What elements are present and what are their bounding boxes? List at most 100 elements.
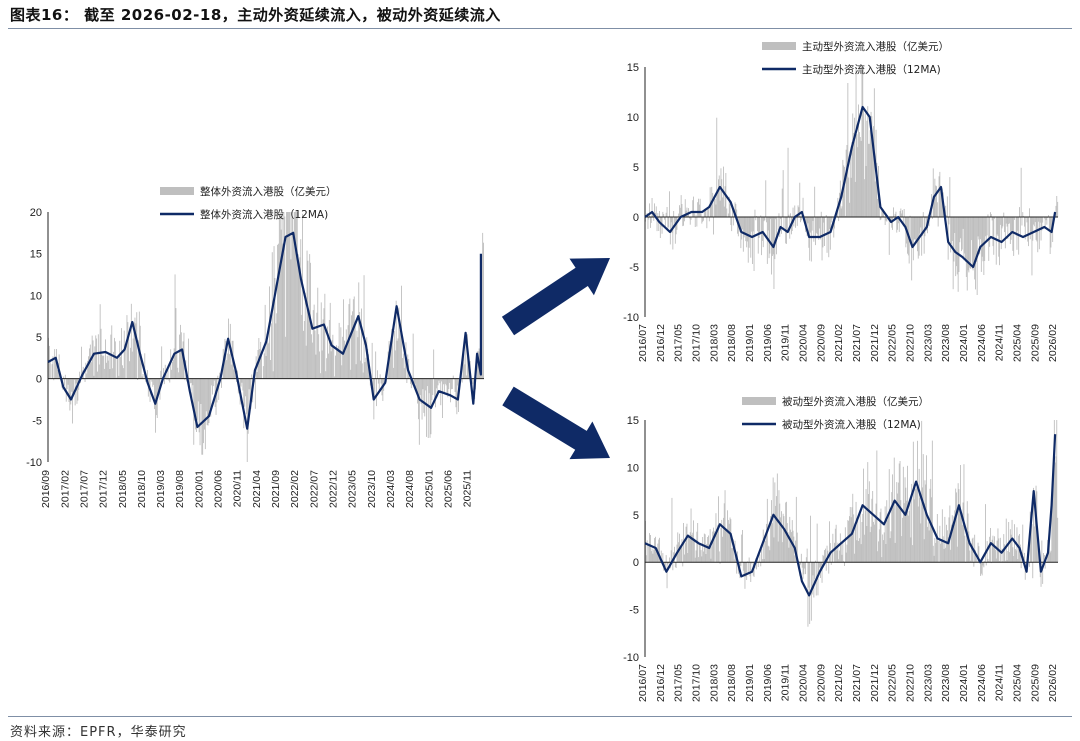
flow-bar bbox=[415, 378, 417, 389]
flow-bar bbox=[51, 364, 53, 379]
flow-bar bbox=[878, 541, 879, 563]
flow-bar bbox=[759, 554, 761, 563]
flow-bar bbox=[855, 67, 857, 217]
flow-bar bbox=[922, 212, 924, 217]
flow-bar bbox=[188, 338, 189, 379]
flow-bar bbox=[392, 329, 394, 379]
flow-bar bbox=[701, 556, 703, 563]
flow-bar bbox=[837, 542, 839, 563]
flow-bar bbox=[281, 212, 283, 379]
flow-bar bbox=[679, 205, 680, 217]
flow-bar bbox=[781, 542, 783, 563]
flow-bar bbox=[704, 534, 706, 563]
flow-bar bbox=[770, 516, 772, 563]
flow-bar bbox=[1033, 217, 1035, 227]
flow-bar bbox=[961, 517, 962, 563]
flow-bar bbox=[265, 356, 267, 379]
flow-bar bbox=[952, 528, 954, 563]
flow-bar bbox=[912, 441, 914, 563]
flow-bar bbox=[344, 340, 345, 379]
flow-bar bbox=[728, 196, 730, 217]
flow-bar bbox=[989, 536, 991, 563]
flow-bar bbox=[267, 341, 269, 379]
flow-bar bbox=[951, 217, 952, 244]
flow-bar bbox=[772, 477, 774, 563]
flow-bar bbox=[1031, 217, 1033, 276]
flow-bar bbox=[861, 67, 863, 217]
flow-bar bbox=[1021, 217, 1023, 226]
flow-bar bbox=[719, 200, 721, 217]
flow-bar bbox=[816, 217, 818, 235]
flow-bar bbox=[347, 325, 349, 379]
flow-bar bbox=[649, 203, 650, 217]
flow-bar bbox=[708, 545, 710, 563]
flow-bar bbox=[465, 343, 467, 379]
flow-bar bbox=[894, 213, 896, 217]
flow-bar bbox=[889, 538, 891, 563]
flow-bar bbox=[71, 378, 73, 392]
x-tick-label: 2021/04 bbox=[251, 470, 263, 508]
flow-bar bbox=[787, 147, 789, 217]
flow-bar bbox=[686, 207, 688, 217]
flow-bar bbox=[718, 179, 719, 217]
flow-bar bbox=[848, 520, 850, 563]
flow-bar bbox=[1036, 217, 1038, 242]
x-tick-label: 2017/07 bbox=[78, 470, 90, 508]
flow-bar bbox=[853, 514, 855, 563]
flow-bar bbox=[908, 510, 910, 563]
flow-bar bbox=[674, 217, 675, 224]
flow-bar bbox=[1039, 217, 1041, 223]
flow-bar bbox=[1007, 551, 1009, 563]
flow-bar bbox=[774, 482, 776, 563]
flow-bar bbox=[997, 217, 999, 236]
flow-bar bbox=[287, 212, 289, 379]
flow-bar bbox=[686, 523, 688, 563]
flow-bar bbox=[892, 474, 893, 563]
flow-bar bbox=[860, 140, 862, 217]
flow-bar bbox=[722, 536, 723, 563]
x-tick-label: 2023/03 bbox=[922, 664, 934, 702]
flow-bar bbox=[828, 217, 830, 258]
flow-bar bbox=[786, 523, 788, 563]
flow-bar bbox=[1022, 212, 1024, 217]
flow-bar bbox=[127, 322, 129, 379]
flow-bar bbox=[172, 359, 174, 379]
flow-bar bbox=[84, 378, 86, 382]
flow-bar bbox=[335, 355, 336, 379]
flow-bar bbox=[1009, 552, 1010, 563]
flow-bar bbox=[815, 217, 816, 246]
flow-bar bbox=[795, 496, 797, 563]
flow-bar bbox=[939, 525, 941, 563]
flow-bar bbox=[793, 536, 795, 563]
flow-bar bbox=[833, 217, 835, 238]
flow-bar bbox=[441, 378, 443, 382]
flow-bar bbox=[830, 217, 832, 223]
flow-bar bbox=[925, 217, 927, 219]
x-tick-label: 2021/12 bbox=[869, 664, 881, 702]
flow-bar bbox=[805, 562, 806, 575]
x-tick-label: 2019/06 bbox=[762, 324, 774, 362]
flow-bar bbox=[175, 308, 177, 379]
flow-bar bbox=[703, 217, 704, 221]
flow-bar bbox=[975, 550, 976, 563]
flow-bar bbox=[438, 378, 440, 381]
flow-bar bbox=[989, 217, 991, 247]
flow-bar bbox=[1014, 549, 1016, 563]
flow-bar bbox=[893, 500, 894, 563]
flow-bar bbox=[93, 375, 95, 379]
flow-bar bbox=[425, 378, 427, 391]
flow-bar bbox=[739, 217, 741, 232]
flow-bar bbox=[262, 366, 264, 379]
figure-title: 图表16： 截至 2026-02-18，主动外资延续流入，被动外资延续流入 bbox=[10, 6, 501, 24]
flow-bar bbox=[272, 371, 274, 379]
flow-bar bbox=[932, 168, 934, 217]
flow-bar bbox=[1020, 562, 1022, 569]
flow-bar bbox=[142, 374, 144, 379]
x-tick-label: 2020/09 bbox=[815, 324, 827, 362]
flow-bar bbox=[754, 209, 756, 217]
flow-bar bbox=[1001, 548, 1003, 563]
flow-bar bbox=[721, 179, 723, 217]
flow-bar bbox=[862, 513, 864, 563]
flow-bar bbox=[451, 378, 452, 390]
flow-bar bbox=[950, 217, 952, 253]
